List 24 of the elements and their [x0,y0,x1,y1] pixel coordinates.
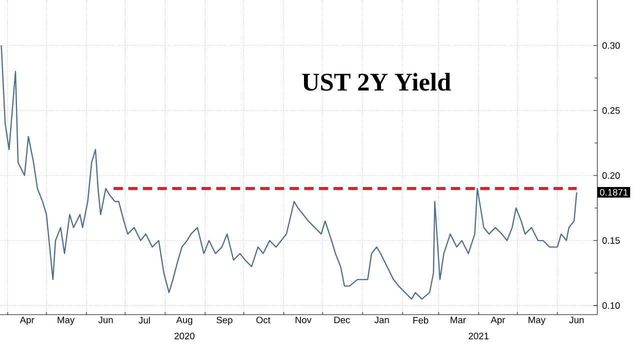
x-tick-label: Jan [374,316,389,324]
y-tick-label: 0.15 [602,237,620,244]
x-tick-label: May [528,316,546,326]
x-tick-label: Aug [176,316,192,326]
x-tick-label: Nov [296,316,312,324]
text: 2020 [174,332,195,340]
x-tick-label: Jul [138,316,150,324]
y-tick-label: 0.10 [602,302,620,309]
x-tick-label: Dec [334,316,350,324]
text: UST 2Y Yield [302,72,451,91]
x-tick-label: Feb [413,316,428,324]
text: 2021 [468,332,489,340]
x-tick-label: May [58,316,75,326]
y-tick-label: 0.20 [602,172,620,179]
y-tick-label: 0.30 [602,42,620,49]
annotation: 0.1871 [600,189,628,196]
x-tick-label: Sep [216,316,232,326]
x-tick-label: Apr [490,316,506,326]
x-tick-label: Jun [98,316,113,324]
y-tick-label: 0.25 [602,107,620,114]
x-tick-label: Apr [20,316,34,326]
x-tick-label: Mar [450,316,466,324]
x-tick-label: Oct [256,316,270,324]
x-tick-label: Jun [569,316,584,324]
